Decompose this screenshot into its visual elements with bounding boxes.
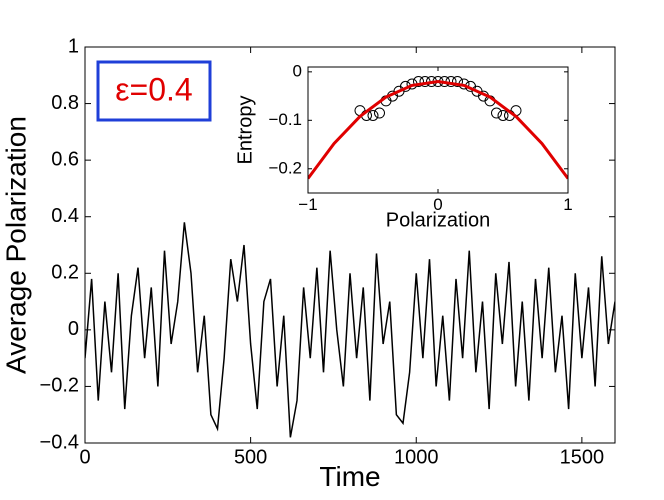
x-tick-label: 0	[79, 446, 90, 468]
x-tick-label: −1	[298, 195, 317, 214]
scatter-point	[374, 107, 385, 119]
y-tick-label: 1	[68, 35, 79, 57]
plot-area	[308, 67, 568, 193]
x-tick-label: 1	[563, 195, 572, 214]
scatter-point	[497, 109, 509, 121]
x-tick-label: 1000	[394, 446, 439, 468]
scatter-point	[452, 76, 463, 88]
annotation-box	[96, 60, 212, 122]
x-axis-label: Time	[319, 461, 380, 492]
plot-clip-group	[85, 222, 615, 438]
y-tick-label: −0.4	[40, 431, 79, 453]
y-tick-label: 0.4	[51, 205, 79, 227]
y-axis-label: Average Polarization	[0, 116, 31, 374]
x-axis-label: Polarization	[386, 209, 491, 231]
x-tick-label: 0	[433, 195, 442, 214]
y-tick-label: 0	[293, 61, 302, 80]
y-axis-label: Entropy	[234, 96, 256, 165]
series-line	[308, 80, 568, 180]
y-tick-label: 0.2	[51, 262, 79, 284]
y-tick-label: −0.2	[268, 158, 302, 177]
scatter-point	[367, 109, 379, 121]
y-tick-label: −0.1	[268, 110, 302, 129]
x-tick-label: 1500	[560, 446, 605, 468]
y-tick-label: −0.2	[40, 375, 79, 397]
y-tick-label: 0.6	[51, 148, 79, 170]
plot-clip-group	[308, 76, 568, 180]
y-tick-label: 0.8	[51, 92, 79, 114]
y-tick-label: 0	[68, 318, 79, 340]
scatter-point	[413, 76, 424, 88]
x-tick-label: 500	[234, 446, 267, 468]
axes-box	[84, 46, 616, 444]
scatter-point	[491, 107, 502, 119]
annotation: ε=0.4	[115, 71, 192, 107]
series-line	[85, 222, 615, 438]
